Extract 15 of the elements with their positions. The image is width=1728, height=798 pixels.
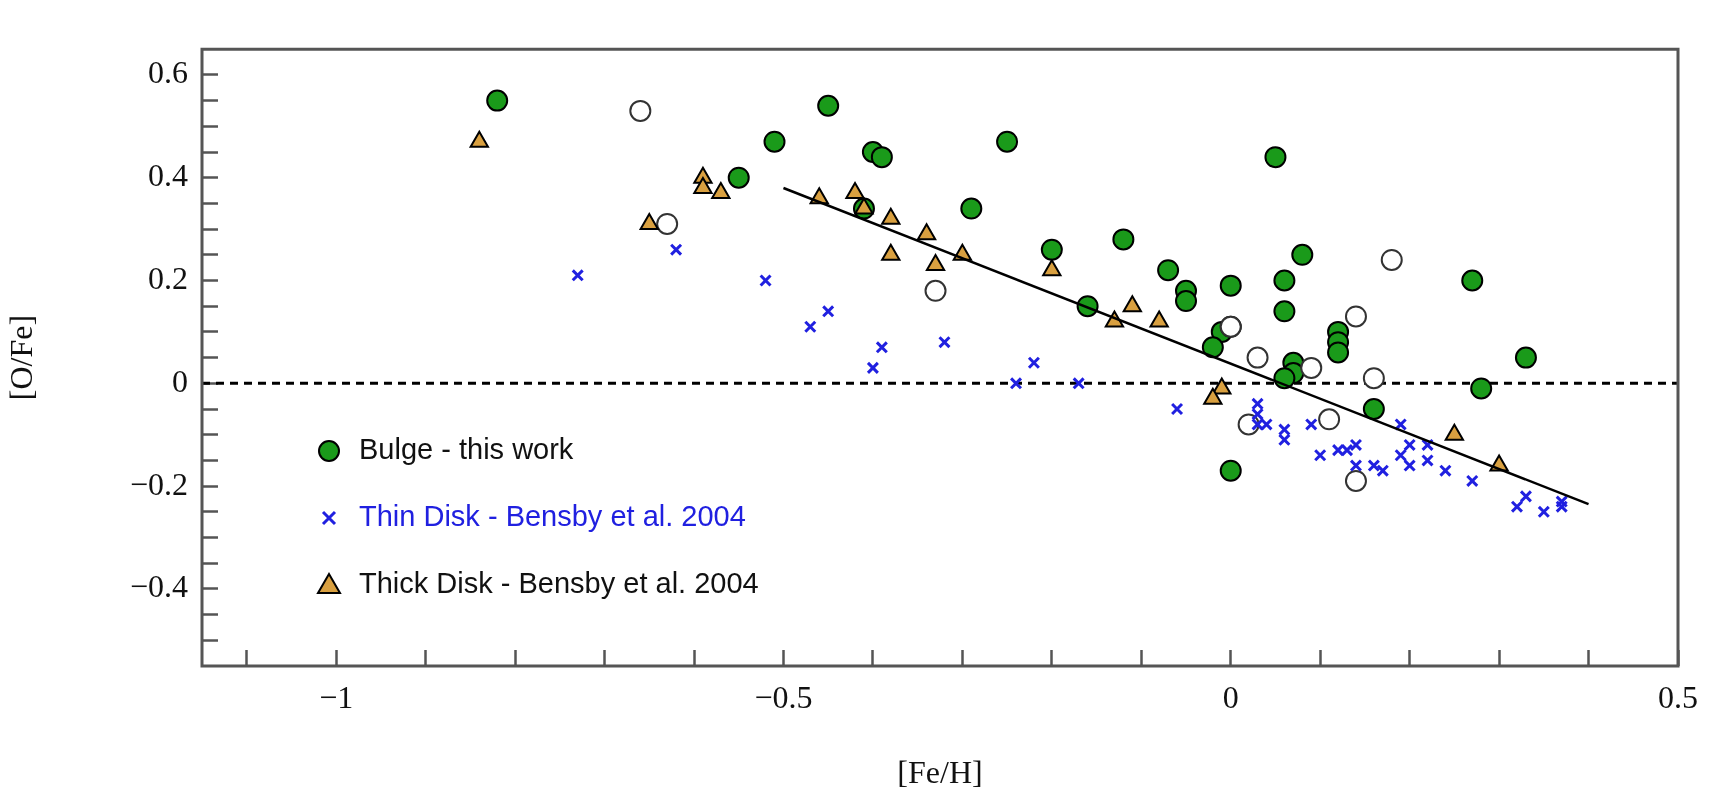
x-tick-label: −0.5 (754, 678, 813, 715)
y-tick-label: 0 (172, 362, 188, 399)
x-tick-label: 0 (1222, 678, 1239, 715)
x-tick-label: −1 (319, 678, 354, 715)
x-tick-label: 0.5 (1658, 678, 1698, 715)
legend-label: Thick Disk - Bensby et al. 2004 (359, 567, 759, 599)
y-tick-label: 0.2 (148, 259, 188, 296)
y-tick-label: 0.4 (148, 157, 188, 194)
legend-label: Bulge - this work (359, 433, 574, 465)
y-tick-label: −0.4 (129, 568, 188, 605)
y-tick-label: −0.2 (129, 465, 188, 502)
y-tick-label: 0.6 (148, 54, 188, 91)
x-axis-title: [Fe/H] (897, 754, 983, 791)
y-axis-title: [O/Fe] (2, 314, 39, 401)
legend-label: Thin Disk - Bensby et al. 2004 (359, 500, 746, 532)
